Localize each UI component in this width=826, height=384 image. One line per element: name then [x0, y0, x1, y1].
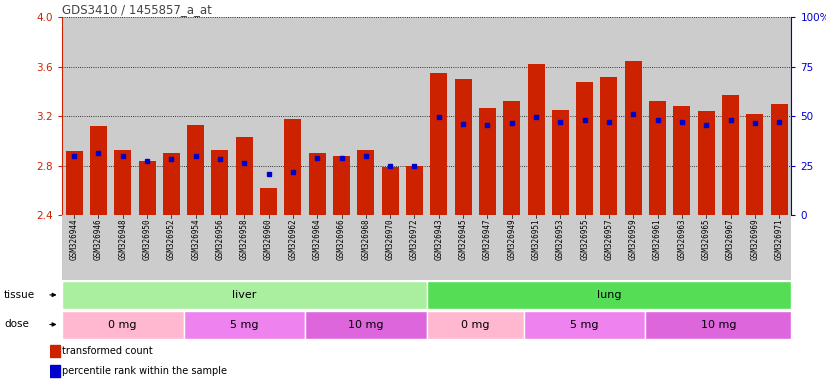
- Bar: [211, 149, 229, 215]
- Text: GSM326960: GSM326960: [264, 218, 273, 260]
- Bar: [62, 281, 426, 309]
- Bar: [65, 151, 83, 215]
- Text: GSM326948: GSM326948: [118, 218, 127, 260]
- Text: GSM326965: GSM326965: [702, 218, 710, 260]
- Bar: [406, 166, 423, 215]
- Bar: [235, 137, 253, 215]
- Bar: [771, 104, 788, 215]
- Bar: [698, 111, 714, 215]
- Bar: [382, 167, 399, 215]
- Bar: [430, 73, 448, 215]
- Text: GSM326957: GSM326957: [605, 218, 614, 260]
- Text: GSM326970: GSM326970: [386, 218, 395, 260]
- Text: GSM326955: GSM326955: [580, 218, 589, 260]
- Text: GSM326972: GSM326972: [410, 218, 419, 260]
- Bar: [62, 311, 183, 339]
- Text: GSM326967: GSM326967: [726, 218, 735, 260]
- Bar: [747, 114, 763, 215]
- Bar: [50, 345, 59, 357]
- Text: 10 mg: 10 mg: [348, 319, 383, 330]
- Text: GSM326943: GSM326943: [434, 218, 444, 260]
- Bar: [333, 156, 350, 215]
- Bar: [552, 110, 569, 215]
- Text: GSM326971: GSM326971: [775, 218, 784, 260]
- Text: GSM326961: GSM326961: [653, 218, 662, 260]
- Bar: [260, 188, 277, 215]
- Text: GSM326963: GSM326963: [677, 218, 686, 260]
- Text: GSM326954: GSM326954: [191, 218, 200, 260]
- Text: 0 mg: 0 mg: [108, 319, 137, 330]
- Bar: [50, 365, 59, 377]
- Text: GSM326944: GSM326944: [69, 218, 78, 260]
- Text: GSM326951: GSM326951: [532, 218, 540, 260]
- Text: GSM326949: GSM326949: [507, 218, 516, 260]
- Text: GDS3410 / 1455857_a_at: GDS3410 / 1455857_a_at: [62, 3, 211, 16]
- Text: liver: liver: [232, 290, 257, 300]
- Text: tissue: tissue: [4, 290, 36, 300]
- Text: GSM326966: GSM326966: [337, 218, 346, 260]
- Bar: [524, 311, 645, 339]
- Text: dose: dose: [4, 319, 29, 329]
- Text: GSM326969: GSM326969: [750, 218, 759, 260]
- Bar: [528, 64, 544, 215]
- Bar: [427, 281, 791, 309]
- Bar: [649, 101, 666, 215]
- Bar: [284, 119, 301, 215]
- Text: GSM326959: GSM326959: [629, 218, 638, 260]
- Bar: [454, 79, 472, 215]
- Text: GSM326946: GSM326946: [94, 218, 103, 260]
- Text: GSM326962: GSM326962: [288, 218, 297, 260]
- Text: transformed count: transformed count: [62, 346, 153, 356]
- Text: 10 mg: 10 mg: [700, 319, 736, 330]
- Bar: [624, 61, 642, 215]
- Text: percentile rank within the sample: percentile rank within the sample: [62, 366, 227, 376]
- Bar: [139, 161, 155, 215]
- Bar: [309, 153, 325, 215]
- Bar: [305, 311, 426, 339]
- Text: GSM326950: GSM326950: [143, 218, 151, 260]
- Text: GSM326958: GSM326958: [240, 218, 249, 260]
- Bar: [90, 126, 107, 215]
- Bar: [183, 311, 305, 339]
- Bar: [722, 95, 739, 215]
- Text: GSM326968: GSM326968: [361, 218, 370, 260]
- Bar: [577, 81, 593, 215]
- Bar: [188, 125, 204, 215]
- Text: GSM326956: GSM326956: [216, 218, 225, 260]
- Text: GSM326945: GSM326945: [458, 218, 468, 260]
- Bar: [163, 153, 180, 215]
- Text: GSM326952: GSM326952: [167, 218, 176, 260]
- Bar: [503, 101, 520, 215]
- Bar: [673, 106, 691, 215]
- Bar: [601, 77, 618, 215]
- Text: GSM326964: GSM326964: [313, 218, 321, 260]
- Text: GSM326947: GSM326947: [483, 218, 492, 260]
- Bar: [427, 311, 524, 339]
- Bar: [114, 149, 131, 215]
- Text: 5 mg: 5 mg: [230, 319, 259, 330]
- Text: 0 mg: 0 mg: [461, 319, 490, 330]
- Bar: [479, 108, 496, 215]
- Bar: [358, 149, 374, 215]
- Text: lung: lung: [596, 290, 621, 300]
- Text: GSM326953: GSM326953: [556, 218, 565, 260]
- Text: 5 mg: 5 mg: [571, 319, 599, 330]
- Bar: [645, 311, 791, 339]
